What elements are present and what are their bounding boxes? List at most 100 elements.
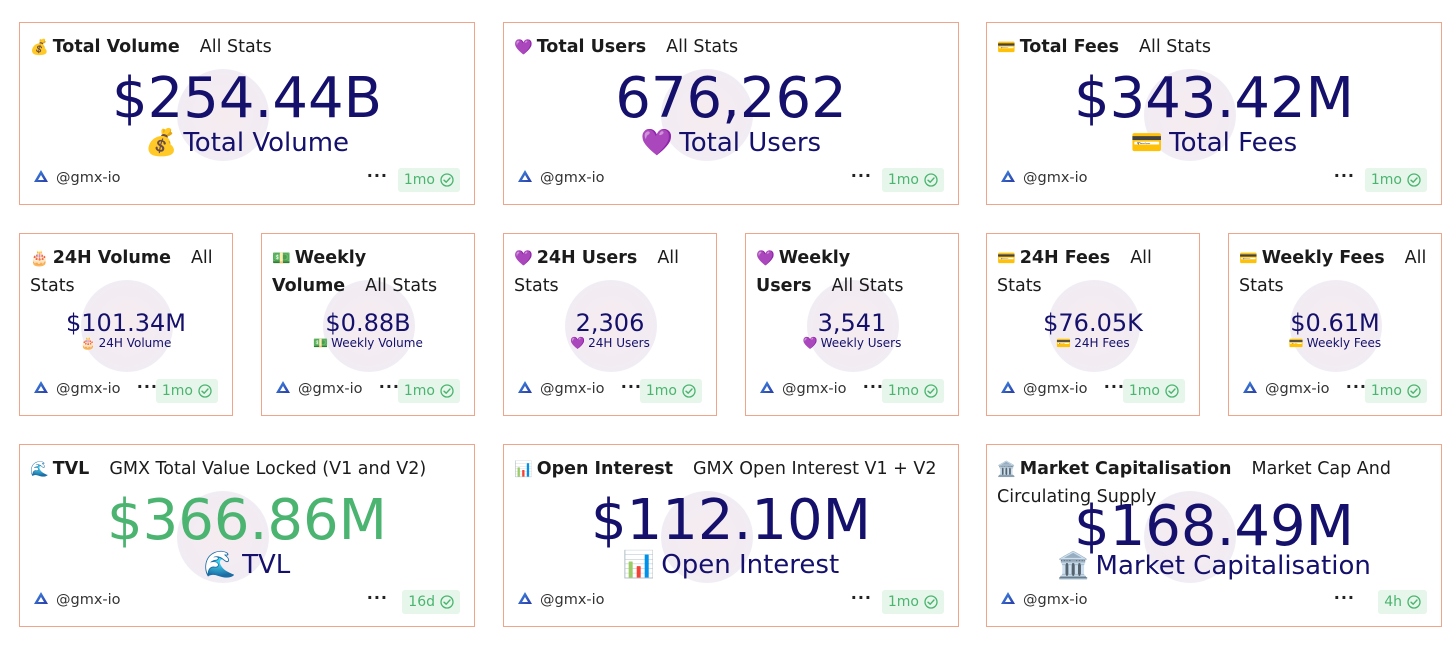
- background-circle: [1290, 280, 1382, 372]
- stat-card-users_24h[interactable]: 💜 24H Users All Stats 2,306 💜 24H Users @gmx-i…: [503, 233, 717, 416]
- freshness-badge: 1mo: [1364, 379, 1427, 403]
- freshness-text: 1mo: [887, 594, 919, 610]
- more-options-icon[interactable]: ···: [136, 377, 158, 396]
- stat-caption: 🏛️ Market Capitalisation: [987, 550, 1441, 582]
- freshness-text: 4h: [1384, 594, 1402, 610]
- freshness-badge: 16d: [402, 590, 460, 614]
- more-options-icon[interactable]: ···: [850, 166, 872, 185]
- author-link[interactable]: @gmx-io: [34, 381, 121, 397]
- stat-value: $112.10M: [591, 488, 871, 553]
- freshness-text: 1mo: [161, 383, 193, 399]
- freshness-text: 1mo: [1128, 383, 1160, 399]
- card-subtitle: GMX Open Interest V1 + V2: [693, 459, 937, 479]
- author-link[interactable]: @gmx-io: [760, 381, 847, 397]
- stat-caption: 💳 Weekly Fees: [1229, 336, 1441, 350]
- more-options-icon[interactable]: ···: [1333, 588, 1355, 607]
- more-options-icon[interactable]: ···: [1103, 377, 1125, 396]
- card-subtitle: All Stats: [831, 276, 904, 296]
- caption-text: Weekly Fees: [1306, 336, 1382, 350]
- author-link[interactable]: @gmx-io: [276, 381, 363, 397]
- stat-value: $76.05K: [1043, 309, 1143, 337]
- caption-emoji-icon: 💜: [570, 336, 586, 350]
- author-handle: @gmx-io: [56, 592, 121, 608]
- stat-value: $0.88B: [325, 309, 411, 337]
- gmx-logo-icon: [34, 381, 56, 397]
- background-circle: [661, 491, 753, 583]
- freshness-badge: 1mo: [1364, 168, 1427, 192]
- more-options-icon[interactable]: ···: [378, 377, 400, 396]
- gmx-logo-icon: [34, 592, 56, 608]
- card-header: 💵 Weekly Volume All Stats: [272, 244, 464, 300]
- stat-card-weekly_volume[interactable]: 💵 Weekly Volume All Stats $0.88B 💵 Weekly Vol…: [261, 233, 475, 416]
- caption-emoji-icon: 💳: [1056, 336, 1072, 350]
- title-emoji-icon: 💜: [514, 249, 533, 267]
- card-title: TVL: [52, 459, 90, 479]
- author-link[interactable]: @gmx-io: [518, 170, 605, 186]
- title-emoji-icon: 💳: [997, 38, 1016, 56]
- title-emoji-icon: 💜: [514, 38, 533, 56]
- author-link[interactable]: @gmx-io: [34, 170, 121, 186]
- author-link[interactable]: @gmx-io: [34, 592, 121, 608]
- freshness-badge: 1mo: [155, 379, 218, 403]
- more-options-icon[interactable]: ···: [1345, 377, 1367, 396]
- caption-emoji-icon: 💳: [1288, 336, 1304, 350]
- check-circle-icon: [193, 384, 212, 398]
- card-title: 24H Users: [536, 248, 638, 268]
- card-footer: @gmx-io ··· 1mo: [518, 166, 944, 192]
- title-emoji-icon: 💵: [272, 249, 291, 267]
- author-link[interactable]: @gmx-io: [518, 592, 605, 608]
- stat-caption: 💜 Weekly Users: [746, 336, 958, 350]
- card-footer: @gmx-io ··· 1mo: [276, 377, 460, 403]
- stat-card-total_fees[interactable]: 💳 Total Fees All Stats $343.42M 💳 Total Fees @…: [986, 22, 1442, 205]
- background-circle: [1144, 69, 1236, 161]
- stat-card-total_users[interactable]: 💜 Total Users All Stats 676,262 💜 Total Users…: [503, 22, 959, 205]
- stat-card-fees_24h[interactable]: 💳 24H Fees All Stats $76.05K 💳 24H Fees @gmx-i…: [986, 233, 1200, 416]
- freshness-badge: 1mo: [881, 590, 944, 614]
- author-link[interactable]: @gmx-io: [1001, 592, 1088, 608]
- card-title: 24H Fees: [1019, 248, 1111, 268]
- caption-emoji-icon: 💰: [144, 128, 178, 158]
- gmx-logo-icon: [276, 381, 298, 397]
- gmx-logo-icon: [518, 170, 540, 186]
- more-options-icon[interactable]: ···: [1333, 166, 1355, 185]
- card-title: Weekly Volume: [272, 248, 367, 296]
- check-circle-icon: [919, 384, 938, 398]
- gmx-logo-icon: [1001, 381, 1023, 397]
- gmx-logo-icon: [1001, 592, 1023, 608]
- stat-value: 3,541: [817, 309, 887, 337]
- stat-card-open_interest[interactable]: 📊 Open Interest GMX Open Interest V1 + V2 $…: [503, 444, 959, 627]
- caption-text: 24H Fees: [1074, 336, 1130, 350]
- stat-caption: 💰 Total Volume: [20, 127, 474, 159]
- author-link[interactable]: @gmx-io: [1243, 381, 1330, 397]
- freshness-text: 1mo: [403, 172, 435, 188]
- freshness-badge: 1mo: [1122, 379, 1185, 403]
- author-handle: @gmx-io: [540, 170, 605, 186]
- title-emoji-icon: 🌊: [30, 460, 49, 478]
- title-emoji-icon: 🎂: [30, 249, 49, 267]
- stat-value: $254.44B: [112, 66, 382, 131]
- card-title: Total Volume: [52, 37, 180, 57]
- author-link[interactable]: @gmx-io: [1001, 381, 1088, 397]
- more-options-icon[interactable]: ···: [620, 377, 642, 396]
- caption-emoji-icon: 💳: [1130, 128, 1164, 158]
- more-options-icon[interactable]: ···: [850, 588, 872, 607]
- more-options-icon[interactable]: ···: [862, 377, 884, 396]
- stat-value: 2,306: [575, 309, 645, 337]
- card-footer: @gmx-io ··· 1mo: [34, 377, 218, 403]
- author-link[interactable]: @gmx-io: [1001, 170, 1088, 186]
- stat-card-weekly_users[interactable]: 💜 Weekly Users All Stats 3,541 💜 Weekly Users…: [745, 233, 959, 416]
- check-circle-icon: [677, 384, 696, 398]
- more-options-icon[interactable]: ···: [366, 166, 388, 185]
- stat-card-tvl[interactable]: 🌊 TVL GMX Total Value Locked (V1 and V2) $3…: [19, 444, 475, 627]
- more-options-icon[interactable]: ···: [366, 588, 388, 607]
- freshness-badge: 1mo: [881, 168, 944, 192]
- author-link[interactable]: @gmx-io: [518, 381, 605, 397]
- freshness-badge: 1mo: [397, 168, 460, 192]
- stat-card-total_volume[interactable]: 💰 Total Volume All Stats $254.44B 💰 Total Vol…: [19, 22, 475, 205]
- stat-card-weekly_fees[interactable]: 💳 Weekly Fees All Stats $0.61M 💳 Weekly Fees @…: [1228, 233, 1442, 416]
- stat-caption: 💳 24H Fees: [987, 336, 1199, 350]
- author-handle: @gmx-io: [1023, 170, 1088, 186]
- card-title: Open Interest: [536, 459, 673, 479]
- stat-card-market_cap[interactable]: 🏛️ Market Capitalisation Market Cap And Ci…: [986, 444, 1442, 627]
- stat-card-volume_24h[interactable]: 🎂 24H Volume All Stats $101.34M 🎂 24H Volume @…: [19, 233, 233, 416]
